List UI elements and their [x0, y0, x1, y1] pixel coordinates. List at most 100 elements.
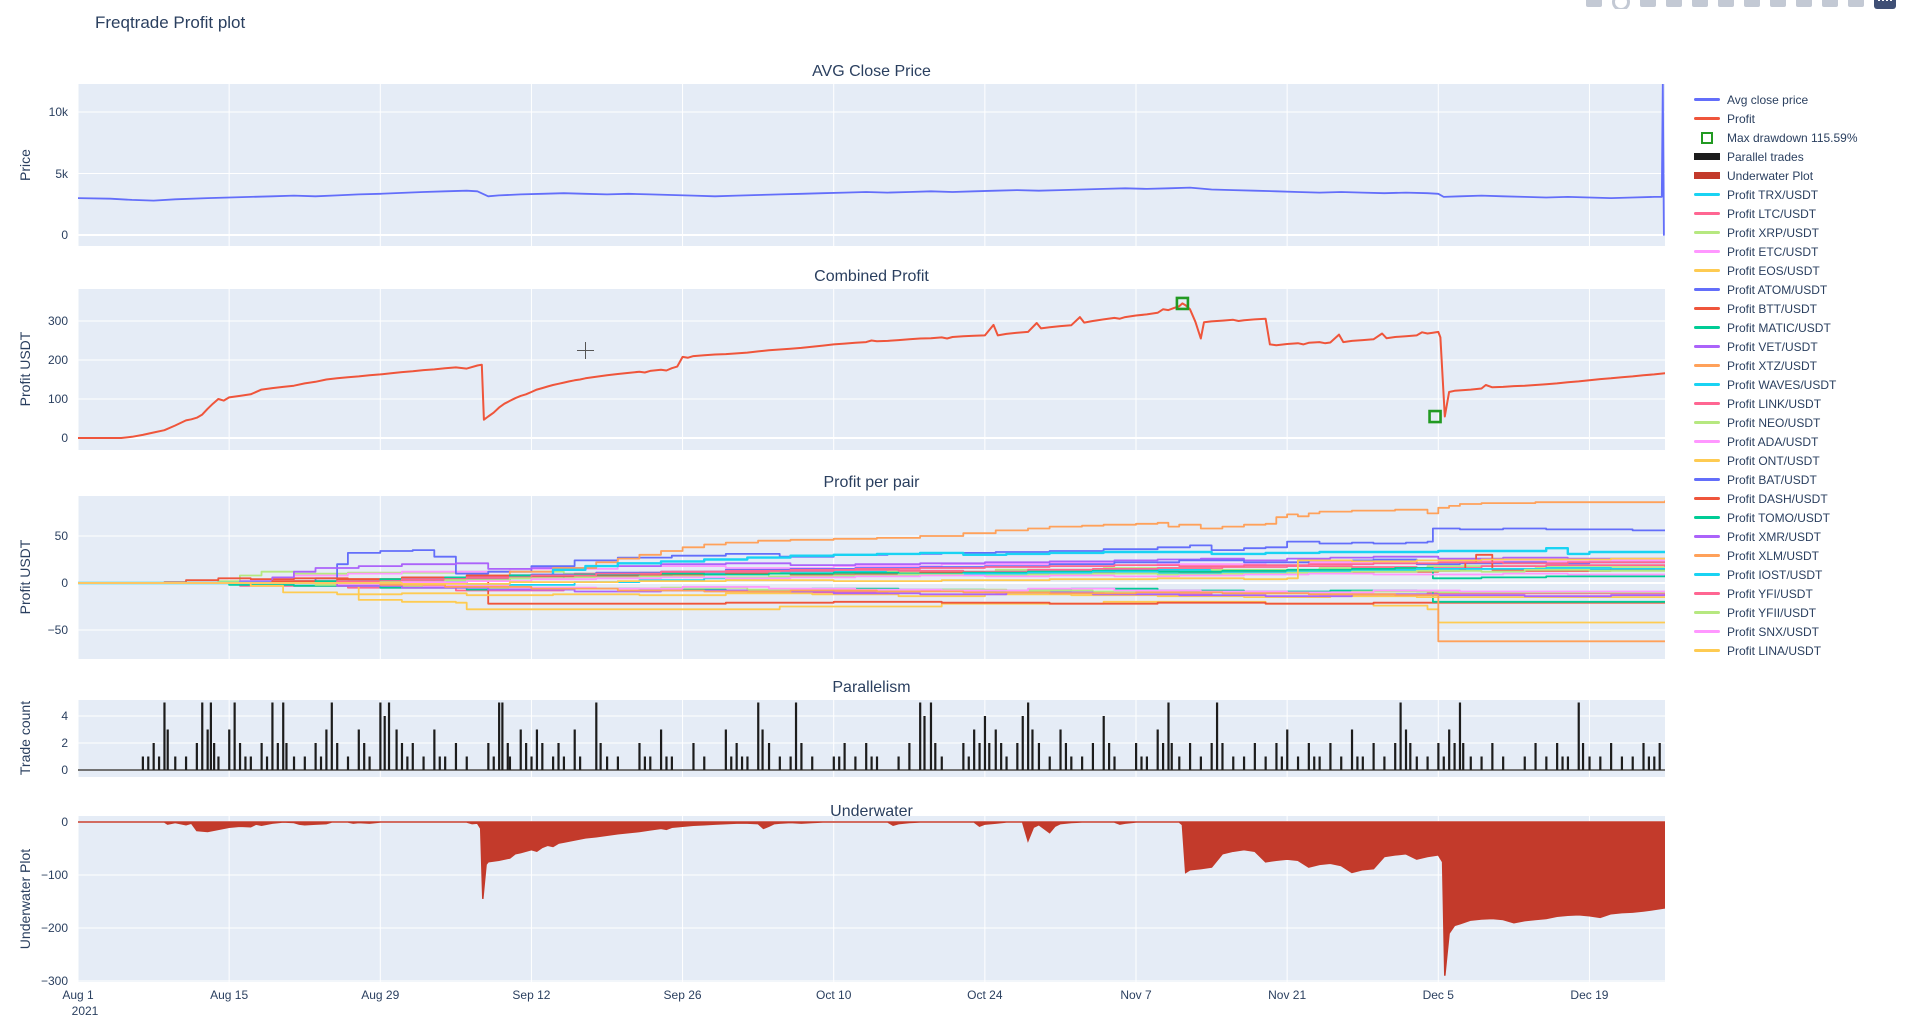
legend-swatch-line-icon — [1694, 440, 1720, 443]
parallel-trade-bar — [395, 729, 398, 770]
legend-item-profit-lina-usdt[interactable]: Profit LINA/USDT — [1694, 641, 1858, 660]
parallel-trade-bar — [1426, 756, 1429, 770]
parallel-trade-bar — [383, 716, 386, 770]
legend-item-profit-etc-usdt[interactable]: Profit ETC/USDT — [1694, 242, 1858, 261]
legend-item-profit-xmr-usdt[interactable]: Profit XMR/USDT — [1694, 527, 1858, 546]
legend-item-profit-ada-usdt[interactable]: Profit ADA/USDT — [1694, 432, 1858, 451]
toggle-spikelines-icon[interactable] — [1822, 0, 1838, 7]
x-tick-label: Aug 29 — [361, 988, 400, 1002]
parallel-trade-bar — [285, 743, 288, 770]
legend-item-profit-xtz-usdt[interactable]: Profit XTZ/USDT — [1694, 356, 1858, 375]
parallel-trade-bar — [1642, 743, 1645, 770]
legend-item-profit-tomo-usdt[interactable]: Profit TOMO/USDT — [1694, 508, 1858, 527]
y-tick-label: 5k — [55, 166, 68, 181]
parallel-trade-bar — [978, 743, 981, 770]
legend-item-profit-btt-usdt[interactable]: Profit BTT/USDT — [1694, 299, 1858, 318]
parallel-trade-bar — [228, 729, 231, 770]
legend-item-profit-atom-usdt[interactable]: Profit ATOM/USDT — [1694, 280, 1858, 299]
legend-item-profit-trx-usdt[interactable]: Profit TRX/USDT — [1694, 185, 1858, 204]
legend-item-profit-yfi-usdt[interactable]: Profit YFI/USDT — [1694, 584, 1858, 603]
legend-item-profit-vet-usdt[interactable]: Profit VET/USDT — [1694, 337, 1858, 356]
legend-item-profit[interactable]: Profit — [1694, 109, 1858, 128]
parallel-trade-bar — [1372, 743, 1375, 770]
y-tick-label: −200 — [40, 921, 68, 935]
parallel-trade-bar — [1415, 756, 1418, 770]
parallel-trade-bar — [557, 743, 560, 770]
legend-item-profit-xlm-usdt[interactable]: Profit XLM/USDT — [1694, 546, 1858, 565]
parallel-trade-bar — [336, 743, 339, 770]
parallel-trade-bar — [501, 702, 504, 770]
autoscale-icon[interactable] — [1770, 0, 1786, 7]
subplot-parallelism-plot-area[interactable] — [78, 700, 1665, 777]
subplot-underwater-plot-area[interactable] — [78, 816, 1665, 982]
subplot-combined-profit-plot-area[interactable] — [78, 289, 1665, 450]
parallel-trade-bar — [1135, 743, 1138, 770]
parallel-trade-bar — [865, 743, 868, 770]
legend-item-profit-ont-usdt[interactable]: Profit ONT/USDT — [1694, 451, 1858, 470]
parallel-trade-bar — [767, 743, 771, 770]
box-select-icon[interactable] — [1666, 0, 1682, 7]
download-png-icon[interactable] — [1586, 0, 1602, 7]
legend-item-profit-ltc-usdt[interactable]: Profit LTC/USDT — [1694, 204, 1858, 223]
legend-item-profit-bat-usdt[interactable]: Profit BAT/USDT — [1694, 470, 1858, 489]
parallel-trade-bar — [244, 756, 247, 770]
parallel-trade-bar — [1588, 756, 1591, 770]
zoom-in-icon[interactable] — [1718, 0, 1734, 7]
parallel-trade-bar — [1210, 743, 1213, 770]
legend-item-profit-yfii-usdt[interactable]: Profit YFII/USDT — [1694, 603, 1858, 622]
parallel-trade-bar — [1140, 756, 1143, 770]
legend-item-profit-link-usdt[interactable]: Profit LINK/USDT — [1694, 394, 1858, 413]
parallel-trade-bar — [438, 756, 441, 770]
legend-label: Profit ADA/USDT — [1727, 434, 1819, 449]
parallel-trade-bar — [346, 756, 350, 770]
parallel-trade-bar — [761, 729, 764, 770]
parallel-trade-bar — [923, 716, 926, 770]
parallel-trade-bar — [1313, 756, 1316, 770]
parallel-trade-bar — [163, 702, 166, 770]
legend-item-profit-xrp-usdt[interactable]: Profit XRP/USDT — [1694, 223, 1858, 242]
legend-item-underwater-plot[interactable]: Underwater Plot — [1694, 166, 1858, 185]
parallel-trade-bar — [265, 756, 269, 770]
legend-label: Profit YFI/USDT — [1727, 586, 1813, 601]
parallel-trade-bar — [973, 729, 976, 770]
parallel-trade-bar — [213, 743, 216, 770]
legend-swatch-line-icon — [1694, 345, 1720, 348]
zoom-out-icon[interactable] — [1744, 0, 1760, 7]
legend-item-max-drawdown-115-59[interactable]: Max drawdown 115.59% — [1694, 128, 1858, 147]
legend-item-profit-waves-usdt[interactable]: Profit WAVES/USDT — [1694, 375, 1858, 394]
parallel-trade-bar — [1350, 729, 1354, 770]
legend-item-profit-dash-usdt[interactable]: Profit DASH/USDT — [1694, 489, 1858, 508]
subplot-title-parallelism: Parallelism — [832, 679, 911, 696]
parallel-trade-bar — [983, 716, 987, 770]
subplot-avg-close-price-plot-area[interactable] — [78, 84, 1665, 246]
pan-icon[interactable] — [1640, 0, 1656, 7]
legend-item-profit-snx-usdt[interactable]: Profit SNX/USDT — [1694, 622, 1858, 641]
parallel-trade-bar — [838, 756, 841, 770]
parallel-trade-bar — [1280, 756, 1283, 770]
parallel-trade-bar — [330, 702, 333, 770]
legend-item-profit-iost-usdt[interactable]: Profit IOST/USDT — [1694, 565, 1858, 584]
parallel-trade-bar — [562, 756, 566, 770]
legend-item-avg-close-price[interactable]: Avg close price — [1694, 90, 1858, 109]
parallel-trade-bar — [1027, 702, 1030, 770]
legend-item-parallel-trades[interactable]: Parallel trades — [1694, 147, 1858, 166]
legend-item-profit-neo-usdt[interactable]: Profit NEO/USDT — [1694, 413, 1858, 432]
legend-label: Profit VET/USDT — [1727, 339, 1818, 354]
legend-item-profit-matic-usdt[interactable]: Profit MATIC/USDT — [1694, 318, 1858, 337]
legend-item-profit-eos-usdt[interactable]: Profit EOS/USDT — [1694, 261, 1858, 280]
reset-axes-icon[interactable] — [1796, 0, 1812, 7]
parallel-trade-bar — [1442, 756, 1445, 770]
parallel-trade-bar — [1178, 756, 1181, 770]
parallel-trade-bar — [260, 743, 263, 770]
parallel-trade-bar — [217, 756, 220, 770]
parallel-trade-bar — [1037, 743, 1041, 770]
zoom-icon[interactable] — [1612, 0, 1630, 9]
parallel-trade-bar — [740, 756, 744, 770]
plotly-logo[interactable] — [1874, 0, 1896, 9]
subplot-profit-per-pair-plot-area[interactable] — [78, 496, 1665, 659]
legend-swatch-line-icon — [1694, 383, 1720, 386]
series-profit — [78, 302, 1665, 439]
lasso-select-icon[interactable] — [1692, 0, 1708, 7]
hover-mode-icon[interactable] — [1848, 0, 1864, 7]
parallel-trade-bar — [1005, 756, 1008, 770]
